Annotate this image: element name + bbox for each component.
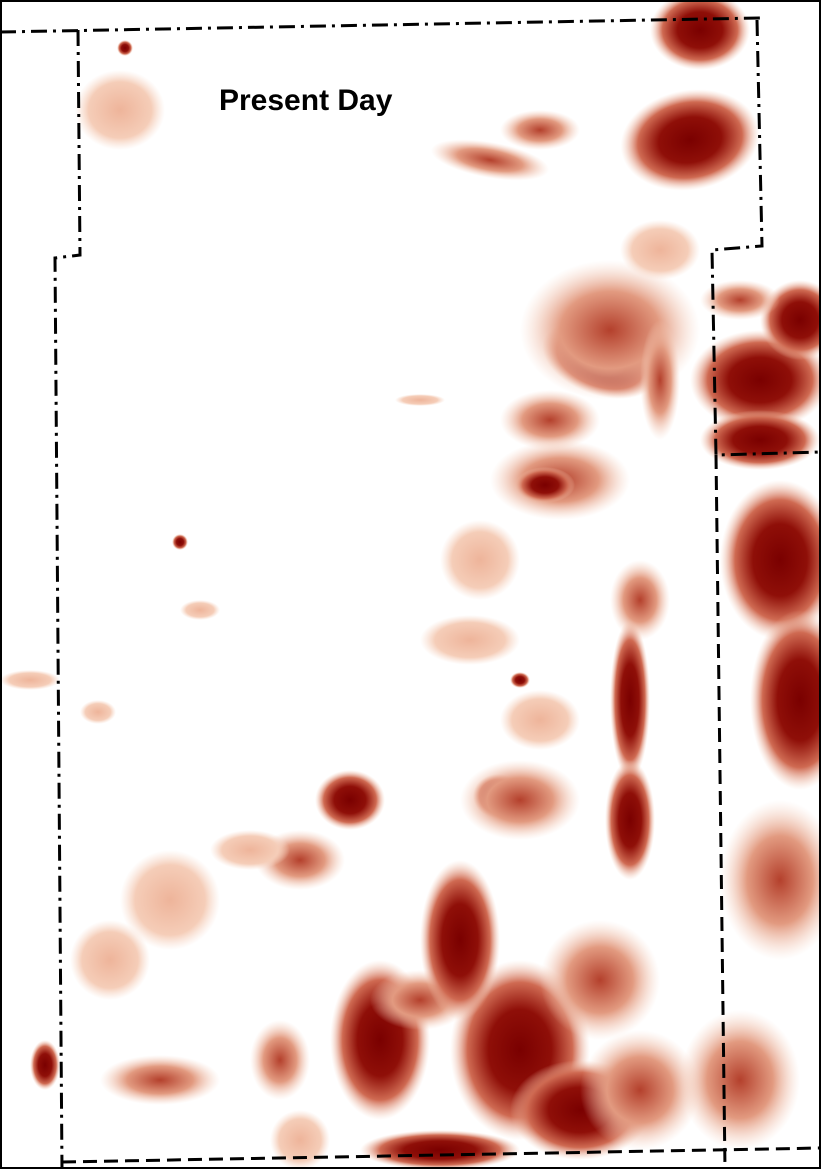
intensity-patch — [210, 830, 290, 870]
intensity-patch — [640, 320, 680, 440]
intensity-patch — [620, 220, 700, 280]
intensity-patch — [80, 700, 116, 724]
intensity-patch — [605, 760, 655, 880]
intensity-patch — [180, 600, 220, 620]
page: Present Day (() => { const data = JSON.p… — [0, 0, 821, 1169]
map-title: Present Day — [219, 84, 393, 117]
intensity-patch — [395, 394, 445, 406]
intensity-patch — [510, 672, 530, 688]
intensity-patch — [30, 1040, 60, 1090]
intensity-patch — [515, 467, 575, 503]
intensity-patch — [70, 920, 150, 1000]
intensity-patch — [360, 1130, 520, 1169]
intensity-patch — [250, 1020, 310, 1100]
intensity-patch — [610, 560, 670, 640]
intensity-patch — [420, 615, 520, 665]
intensity-patch — [315, 770, 385, 830]
intensity-patch — [420, 860, 500, 1020]
intensity-patch — [172, 534, 188, 550]
map: Present Day — [0, 0, 821, 1169]
intensity-patch — [270, 1110, 330, 1169]
intensity-patch — [75, 70, 165, 150]
intensity-patch — [100, 1055, 220, 1105]
intensity-patch — [440, 520, 520, 600]
intensity-patch — [500, 110, 580, 150]
intensity-patch — [0, 670, 60, 690]
intensity-patch — [610, 620, 650, 780]
intensity-patch — [460, 760, 580, 840]
intensity-patch — [117, 40, 133, 56]
intensity-patch — [700, 410, 820, 470]
intensity-patch — [540, 920, 660, 1040]
intensity-patch — [500, 690, 580, 750]
intensity-patch — [680, 1010, 800, 1150]
